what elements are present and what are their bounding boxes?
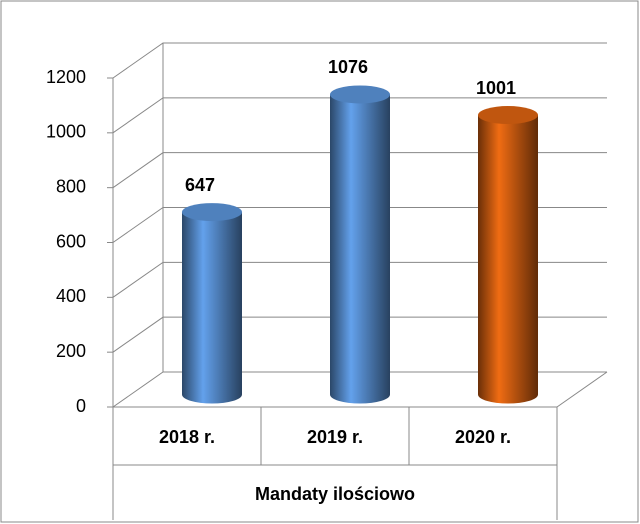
y-tick-label: 1200 (46, 67, 86, 87)
data-label: 1076 (328, 57, 368, 77)
grid-line (112, 42, 607, 79)
x-tick-label: 2019 r. (307, 427, 363, 447)
y-tick-label: 600 (56, 231, 86, 251)
grid-line (112, 371, 607, 408)
x-tick-label: 2018 r. (159, 427, 215, 447)
y-tick-label: 0 (76, 396, 86, 416)
x-axis-title: Mandaty ilościowo (255, 484, 415, 504)
bar (330, 94, 390, 395)
grid-line (112, 152, 607, 189)
bar (182, 212, 242, 395)
grid-line (112, 207, 607, 243)
bar (478, 115, 538, 395)
data-label: 647 (185, 175, 215, 195)
grid-line (112, 316, 607, 353)
data-label: 1001 (476, 78, 516, 98)
grid-line (112, 97, 607, 134)
y-tick-label: 800 (56, 176, 86, 196)
y-tick-label: 400 (56, 286, 86, 306)
bar-top (182, 203, 242, 222)
floor-right (556, 371, 608, 408)
bar-top (478, 106, 538, 125)
bar-top (330, 85, 390, 104)
x-tick-label: 2020 r. (455, 427, 511, 447)
y-tick-label: 200 (56, 341, 86, 361)
grid-line (112, 261, 607, 298)
y-tick-label: 1000 (46, 122, 86, 142)
